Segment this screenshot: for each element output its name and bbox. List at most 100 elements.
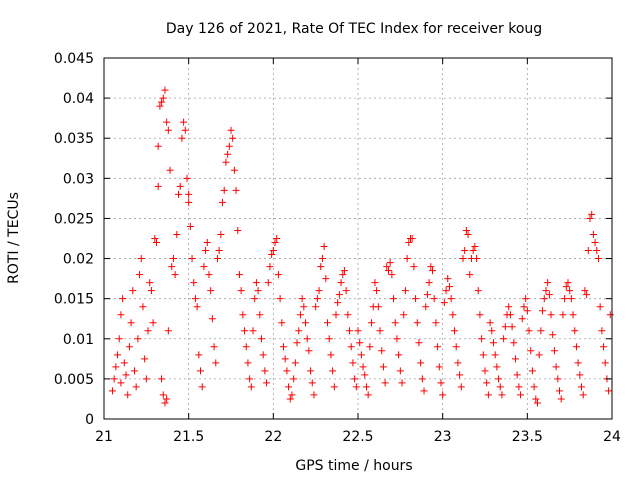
data-point: [435, 363, 443, 371]
data-point: [395, 351, 403, 359]
data-point: [356, 339, 364, 347]
data-point: [141, 355, 149, 363]
data-point: [489, 339, 497, 347]
y-tick-label: 0.015: [54, 292, 94, 308]
data-point: [120, 359, 128, 367]
data-point: [557, 395, 565, 403]
data-point: [439, 391, 447, 399]
data-point: [215, 247, 223, 255]
data-point: [401, 287, 409, 295]
data-point: [129, 287, 137, 295]
data-point: [496, 383, 504, 391]
data-point: [508, 323, 516, 331]
data-point: [500, 335, 508, 343]
data-point: [183, 174, 191, 182]
data-point: [327, 351, 335, 359]
data-point: [208, 315, 216, 323]
data-point: [493, 363, 501, 371]
data-point: [158, 375, 166, 383]
data-point: [115, 335, 123, 343]
data-point: [139, 303, 147, 311]
data-point: [146, 279, 154, 287]
data-point: [544, 279, 552, 287]
data-point: [190, 279, 198, 287]
data-point: [166, 166, 174, 174]
data-point: [545, 291, 553, 299]
data-point: [376, 327, 384, 335]
data-point: [378, 347, 386, 355]
data-point: [181, 126, 189, 134]
data-point: [381, 379, 389, 387]
data-point: [364, 391, 372, 399]
data-point: [310, 391, 318, 399]
data-point: [307, 367, 315, 375]
data-point: [241, 327, 249, 335]
data-point: [302, 319, 310, 327]
data-point: [373, 287, 381, 295]
data-point: [203, 239, 211, 247]
data-point: [510, 339, 518, 347]
data-point: [154, 142, 162, 150]
data-point: [220, 186, 228, 194]
data-point: [474, 287, 482, 295]
data-point: [329, 367, 337, 375]
data-point: [158, 98, 166, 106]
grid-lines: [104, 58, 612, 419]
data-point: [127, 319, 135, 327]
data-point: [461, 247, 469, 255]
data-point: [210, 343, 218, 351]
data-point: [163, 118, 171, 126]
data-point: [354, 327, 362, 335]
data-point: [473, 255, 481, 263]
data-point: [527, 347, 535, 355]
data-point: [511, 355, 519, 363]
data-point: [178, 134, 186, 142]
y-tick-label: 0.025: [54, 211, 94, 227]
data-point: [330, 383, 338, 391]
data-point: [572, 343, 580, 351]
data-point: [600, 343, 608, 351]
data-point: [583, 291, 591, 299]
data-point: [112, 363, 120, 371]
data-point: [457, 383, 465, 391]
data-point: [137, 255, 145, 263]
data-point: [202, 247, 210, 255]
data-point: [322, 275, 330, 283]
data-point: [268, 251, 276, 259]
data-point: [224, 150, 232, 158]
data-point: [522, 295, 530, 303]
data-point: [567, 295, 575, 303]
data-point: [471, 243, 479, 251]
data-point: [185, 198, 193, 206]
data-point: [308, 379, 316, 387]
data-point: [205, 271, 213, 279]
data-point: [566, 287, 574, 295]
x-axis-label: GPS time / hours: [295, 458, 412, 474]
data-point: [366, 343, 374, 351]
data-point: [147, 287, 155, 295]
data-point: [357, 351, 365, 359]
data-point: [288, 391, 296, 399]
data-point: [134, 335, 142, 343]
x-tick-label: 24: [603, 429, 621, 445]
data-point: [586, 214, 594, 222]
data-point: [264, 279, 272, 287]
data-point: [540, 295, 548, 303]
data-point: [286, 395, 294, 403]
data-point: [578, 383, 586, 391]
data-point: [159, 391, 167, 399]
data-point: [163, 395, 171, 403]
data-point: [429, 267, 437, 275]
data-point: [151, 235, 159, 242]
data-point: [188, 255, 196, 263]
data-point: [125, 343, 133, 351]
data-point: [263, 379, 271, 387]
data-point: [417, 359, 425, 367]
data-point: [249, 327, 257, 335]
data-point: [335, 291, 343, 299]
data-point: [390, 295, 398, 303]
data-point: [445, 283, 453, 291]
data-point: [403, 255, 411, 263]
data-point: [442, 287, 450, 295]
data-point: [337, 279, 345, 287]
